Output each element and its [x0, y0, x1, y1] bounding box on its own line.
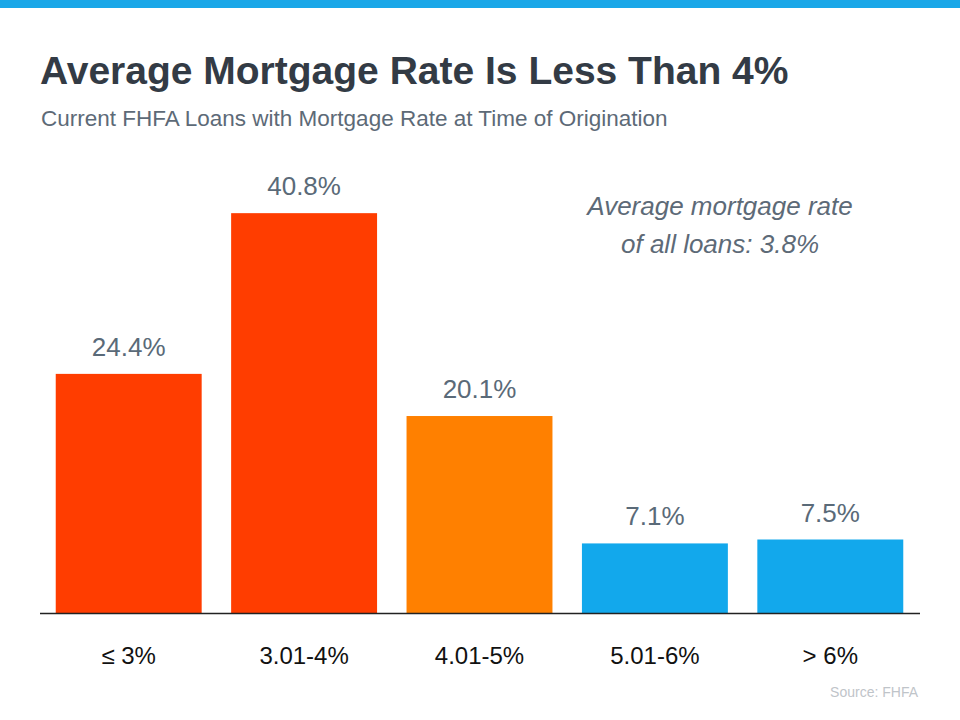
data-label: 20.1% — [443, 374, 517, 404]
chart-root: Average Mortgage Rate Is Less Than 4% Cur… — [0, 0, 960, 720]
bar — [407, 416, 553, 613]
category-label: 4.01-5% — [435, 642, 524, 669]
data-label: 7.5% — [801, 498, 860, 528]
annotation: Average mortgage rate — [585, 191, 852, 221]
source: Source: FHFA — [830, 684, 919, 700]
bar — [582, 543, 728, 613]
x-axis — [40, 613, 920, 615]
data-label: 40.8% — [267, 171, 341, 201]
title: Average Mortgage Rate Is Less Than 4% — [40, 49, 788, 92]
background — [0, 0, 960, 720]
annotation: of all loans: 3.8% — [621, 229, 819, 259]
bar — [757, 540, 903, 614]
bar — [231, 213, 377, 613]
top-band — [0, 0, 960, 8]
subtitle: Current FHFA Loans with Mortgage Rate at… — [41, 106, 668, 131]
data-label: 24.4% — [92, 332, 166, 362]
chart: Average Mortgage Rate Is Less Than 4% Cur… — [0, 0, 960, 720]
category-label: 3.01-4% — [259, 642, 348, 669]
data-label: 7.1% — [625, 501, 684, 531]
category-label: 5.01-6% — [610, 642, 699, 669]
bars — [56, 213, 904, 613]
category-label: ≤ 3% — [101, 642, 156, 669]
bar — [56, 374, 202, 613]
category-label: > 6% — [803, 642, 858, 669]
labels: 24.4% ≤ 3% 40.8% 3.01-4% 20.1% 4.01-5% 7.1% 5.0… — [92, 171, 860, 669]
